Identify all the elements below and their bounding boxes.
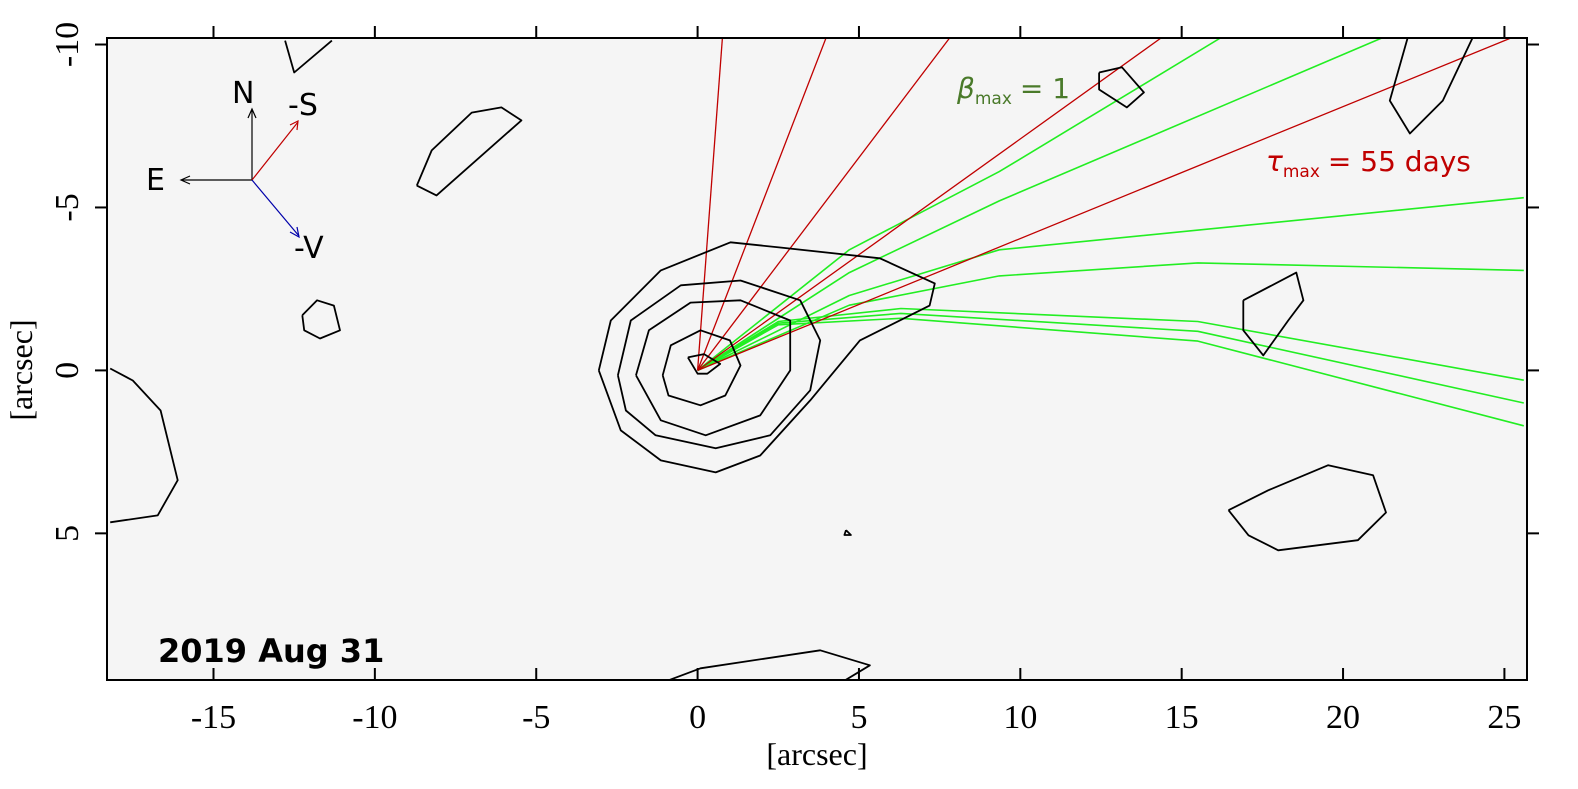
x-tick-label: 10	[1003, 699, 1037, 736]
synchrone	[697, 38, 1512, 372]
arrow-head	[289, 119, 299, 131]
arrow-head	[179, 175, 191, 185]
synchrone	[696, 38, 724, 371]
label-text: = 55 days	[1328, 145, 1471, 178]
contour	[109, 367, 179, 524]
x-tick-label: -5	[522, 699, 550, 736]
contour	[284, 39, 333, 74]
synchrone-label: τmax = 55 days	[1266, 145, 1471, 182]
compass-label: -V	[294, 231, 324, 266]
synchrone	[697, 38, 951, 371]
contour	[843, 529, 852, 536]
x-axis-label: [arcsec]	[766, 736, 867, 772]
y-tick-label: 5	[49, 525, 86, 542]
x-tick-label: 15	[1165, 699, 1199, 736]
arrow-head	[247, 107, 257, 119]
syndyne	[697, 196, 1524, 372]
contour	[661, 329, 742, 407]
syndyne	[697, 317, 1525, 427]
x-tick-label: 0	[689, 699, 706, 736]
contour	[687, 353, 722, 375]
contour	[617, 279, 822, 450]
contour	[635, 299, 792, 437]
date-label: 2019 Aug 31	[158, 632, 384, 670]
contour	[1098, 66, 1145, 109]
label-subscript: max	[975, 89, 1012, 109]
x-tick-label: 20	[1326, 699, 1360, 736]
contour	[1227, 464, 1387, 552]
contour	[415, 106, 523, 197]
plot-frame	[106, 37, 1528, 681]
label-text: = 1	[1020, 72, 1070, 105]
compass-label: N	[232, 76, 254, 111]
y-tick-label: 0	[49, 362, 86, 379]
x-tick-label: 5	[850, 699, 867, 736]
sun-arrow	[251, 121, 299, 181]
syndyne	[697, 38, 1383, 372]
compass: N E -S -V	[146, 76, 324, 266]
contour	[1388, 38, 1474, 135]
syndyne	[697, 312, 1524, 404]
x-tick-label: -15	[191, 699, 236, 736]
contour	[301, 299, 341, 340]
contour	[597, 241, 936, 474]
compass-label: -S	[288, 88, 318, 123]
contour	[668, 649, 871, 680]
y-axis-label: [arcsec]	[3, 319, 39, 420]
syndyne	[697, 38, 1221, 372]
label-symbol: β	[956, 72, 975, 105]
velocity-arrow	[251, 179, 300, 237]
label-subscript: max	[1283, 162, 1320, 182]
syndyne	[697, 307, 1524, 381]
contour	[1242, 271, 1305, 357]
label-symbol: τ	[1266, 145, 1283, 178]
synchrone	[696, 38, 827, 371]
syndyne	[697, 262, 1524, 372]
compass-label: E	[146, 163, 165, 198]
x-tick-label: 25	[1487, 699, 1521, 736]
x-tick-label: -10	[352, 699, 397, 736]
marks	[109, 38, 1525, 680]
arrow-head	[289, 226, 300, 239]
y-tick-label: -5	[49, 193, 86, 221]
y-tick-label: -10	[49, 22, 86, 67]
syndyne-label: βmax = 1	[956, 72, 1070, 109]
